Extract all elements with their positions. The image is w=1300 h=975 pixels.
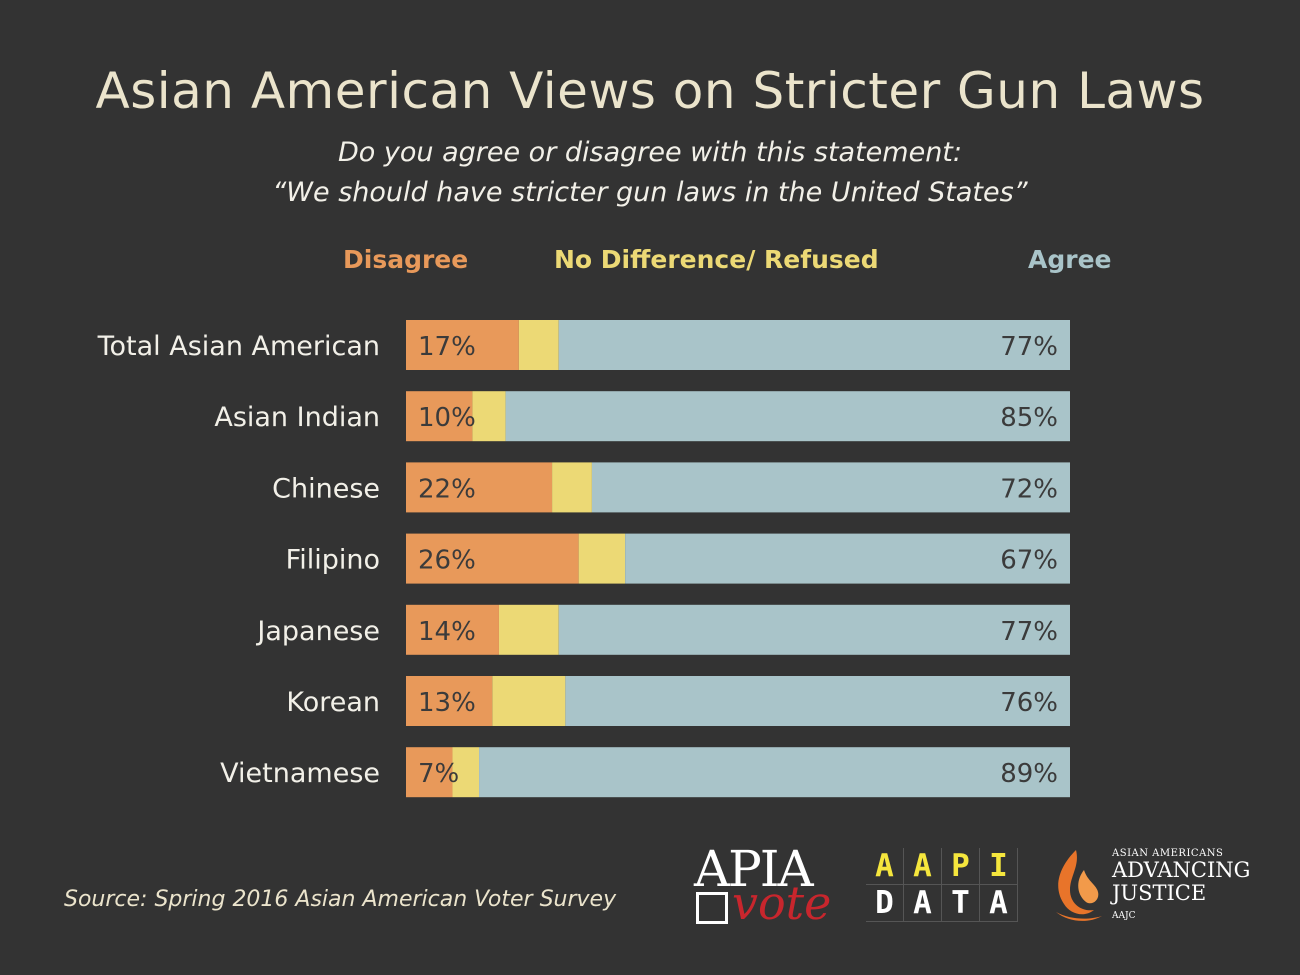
agree-bar-segment <box>505 391 1071 442</box>
neutral-bar-segment <box>552 462 592 513</box>
disagree-bar-segment <box>406 462 553 513</box>
flame-icon <box>1056 850 1102 921</box>
data-letter: T <box>942 885 980 922</box>
disagree-value-label: 13% <box>418 688 476 718</box>
agree-bar-segment <box>565 676 1070 726</box>
neutral-bar-segment <box>492 676 566 726</box>
apia-vote-logo: APIA vote <box>688 840 848 930</box>
disagree-value-label: 7% <box>418 759 459 789</box>
agree-bar-segment <box>558 320 1070 370</box>
legend-agree: Agree <box>1028 245 1112 274</box>
source-note: Source: Spring 2016 Asian American Voter… <box>64 887 617 912</box>
agree-value-label: 89% <box>1000 759 1058 789</box>
disagree-bar-segment <box>406 604 499 655</box>
disagree-bar-segment <box>406 676 493 726</box>
advancing-justice-logo: ASIAN AMERICANS ADVANCING JUSTICE AAJC <box>1046 846 1266 926</box>
legend-no-difference: No Difference/ Refused <box>554 245 879 274</box>
row-label: Chinese <box>272 473 380 504</box>
aapi-letter: I <box>980 848 1018 885</box>
row-label: Korean <box>286 687 380 718</box>
chart-subtitle-line1: Do you agree or disagree with this state… <box>338 137 962 168</box>
agree-bar-segment <box>558 604 1070 655</box>
agree-value-label: 67% <box>1000 546 1058 576</box>
aaj-small-text: AAJC <box>1112 911 1136 921</box>
disagree-value-label: 14% <box>418 617 476 647</box>
row-label: Filipino <box>286 545 380 576</box>
row-label: Asian Indian <box>214 402 380 433</box>
aapi-letter: A <box>904 848 942 885</box>
agree-bar-segment <box>625 533 1070 584</box>
aapi-data-logo: A A P I D A T A <box>866 848 1018 922</box>
disagree-bar-segment <box>406 747 453 798</box>
aaj-advancing-text: ADVANCING <box>1112 858 1251 882</box>
checkbox-icon <box>696 892 728 924</box>
agree-value-label: 85% <box>1000 403 1058 433</box>
aaj-justice-text: JUSTICE <box>1112 881 1207 905</box>
agree-value-label: 76% <box>1000 688 1058 718</box>
chart-subtitle-line2: “We should have stricter gun laws in the… <box>272 177 1028 208</box>
aapi-letter: P <box>942 848 980 885</box>
agree-value-label: 72% <box>1000 474 1058 504</box>
row-label: Total Asian American <box>97 331 380 362</box>
agree-bar-segment <box>591 462 1070 513</box>
disagree-bar-segment <box>406 391 473 442</box>
row-label: Vietnamese <box>220 758 380 789</box>
aaj-top-text: ASIAN AMERICANS <box>1112 848 1224 859</box>
row-label: Japanese <box>255 616 380 647</box>
disagree-value-label: 10% <box>418 403 476 433</box>
agree-value-label: 77% <box>1000 617 1058 647</box>
agree-value-label: 77% <box>1000 332 1058 362</box>
data-letter: A <box>904 885 942 922</box>
disagree-bar-segment <box>406 320 519 370</box>
agree-bar-segment <box>479 747 1070 798</box>
chart-title: Asian American Views on Stricter Gun Law… <box>95 62 1205 120</box>
neutral-bar-segment <box>578 533 626 584</box>
neutral-bar-segment <box>498 604 559 655</box>
aapi-letter: A <box>866 848 904 885</box>
data-letter: A <box>980 885 1018 922</box>
vote-logo-text: vote <box>732 876 832 930</box>
data-letter: D <box>866 885 904 922</box>
disagree-value-label: 17% <box>418 332 476 362</box>
disagree-value-label: 26% <box>418 546 476 576</box>
neutral-bar-segment <box>452 747 480 798</box>
legend-disagree: Disagree <box>343 245 469 274</box>
neutral-bar-segment <box>518 320 559 370</box>
apia-logo-text: APIA <box>694 840 814 898</box>
disagree-bar-segment <box>406 533 579 584</box>
neutral-bar-segment <box>472 391 506 442</box>
disagree-value-label: 22% <box>418 474 476 504</box>
